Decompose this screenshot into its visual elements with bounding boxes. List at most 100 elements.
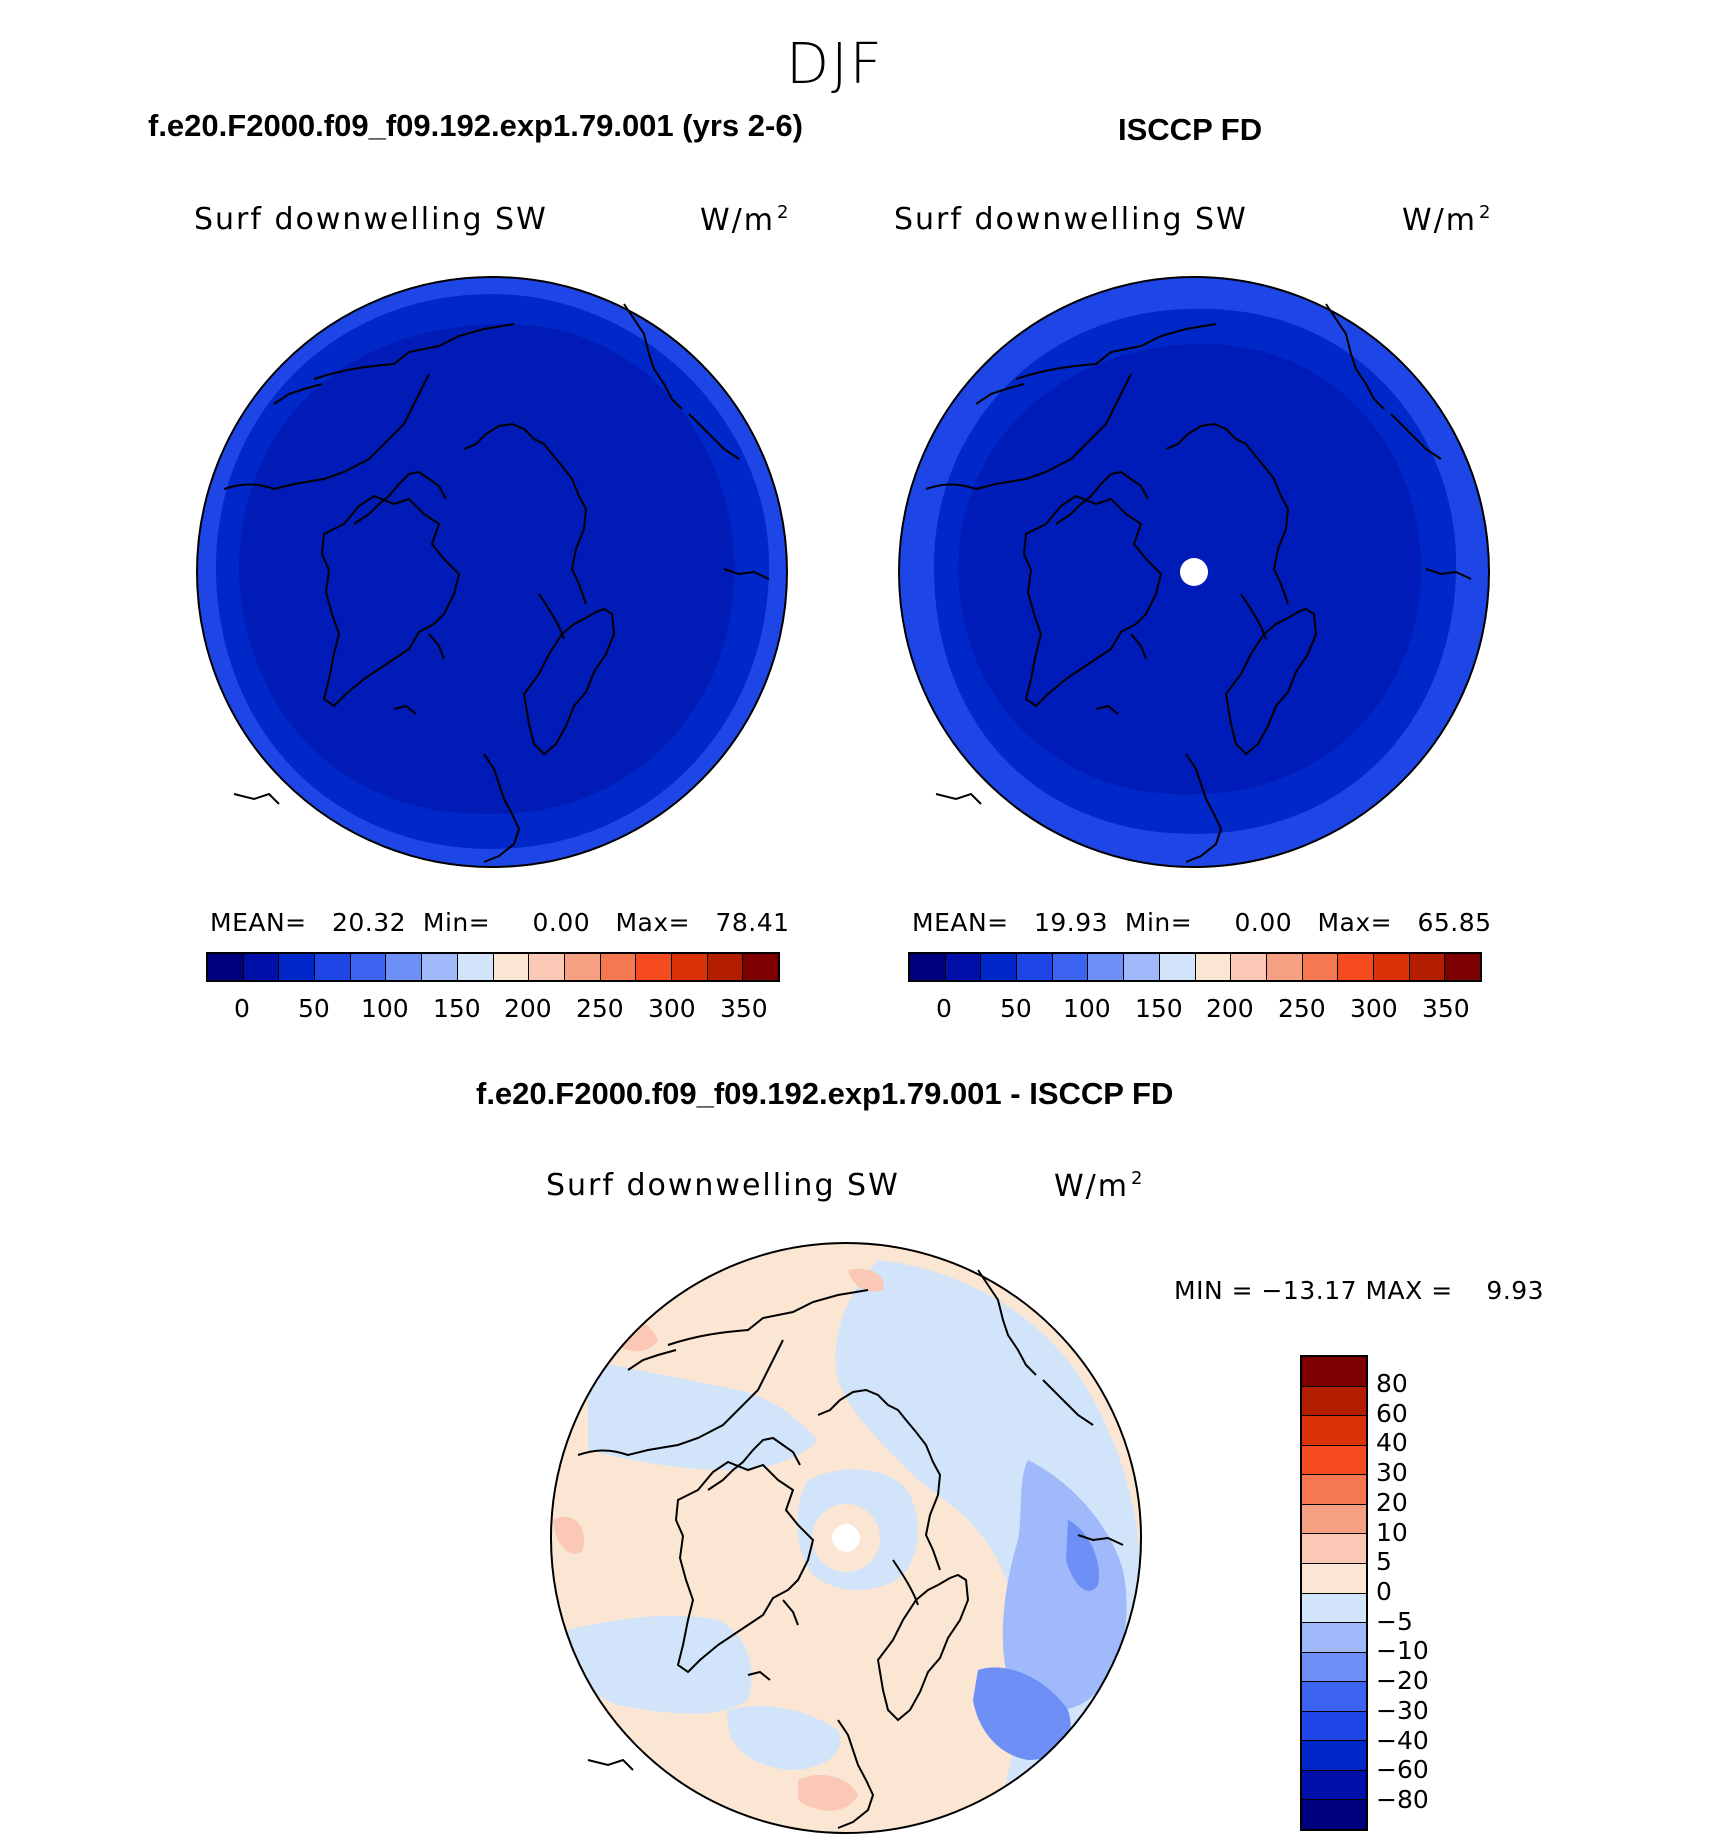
colorbar-tick: 0 <box>936 994 952 1023</box>
obs-colorbar-swatch <box>1266 954 1303 980</box>
diff-colorbar-swatch <box>1302 1445 1366 1476</box>
obs-field-label: Surf downwelling SW <box>894 202 1248 237</box>
obs-colorbar-swatch <box>1445 954 1480 980</box>
colorbar-tick: 0 <box>1376 1577 1392 1606</box>
diff-colorbar-swatch <box>1302 1386 1366 1417</box>
model-colorbar-swatch <box>493 954 530 980</box>
model-colorbar-swatch <box>707 954 744 980</box>
obs-coastlines <box>925 303 1472 863</box>
colorbar-tick: −10 <box>1376 1636 1429 1665</box>
diff-field-label: Surf downwelling SW <box>546 1168 900 1203</box>
colorbar-tick: −80 <box>1376 1785 1429 1814</box>
model-colorbar-swatch <box>208 954 244 980</box>
obs-colorbar-swatch <box>1052 954 1089 980</box>
colorbar-tick: 50 <box>1000 994 1032 1023</box>
colorbar-tick: 150 <box>1135 994 1183 1023</box>
diff-band-pos-10 <box>848 1268 884 1292</box>
obs-polar-map <box>898 276 1490 868</box>
diff-colorbar-swatch <box>1302 1416 1366 1446</box>
diff-band-neg-20 <box>1066 1520 1099 1591</box>
model-colorbar-swatch <box>279 954 316 980</box>
obs-colorbar-swatch <box>1124 954 1160 980</box>
obs-colorbar-swatch <box>1373 954 1410 980</box>
colorbar-tick: 100 <box>1063 994 1111 1023</box>
obs-colorbar-swatch <box>1338 954 1374 980</box>
diff-colorbar-swatch <box>1302 1711 1366 1742</box>
model-case-title: f.e20.F2000.f09_f09.192.exp1.79.001 (yrs… <box>148 108 803 143</box>
colorbar-tick: 300 <box>1350 994 1398 1023</box>
model-colorbar-swatch <box>386 954 423 980</box>
model-colorbar-swatch <box>743 954 778 980</box>
diff-colorbar-swatch <box>1302 1593 1366 1624</box>
obs-stats: MEAN= 19.93 Min= 0.00 Max= 65.85 <box>912 908 1492 937</box>
diff-colorbar-swatch <box>1302 1770 1366 1801</box>
obs-colorbar-swatch <box>1159 954 1196 980</box>
diff-units-label: W/m 2 <box>1054 1168 1145 1204</box>
colorbar-tick: −40 <box>1376 1726 1429 1755</box>
obs-colorbar <box>908 952 1482 982</box>
colorbar-tick: 5 <box>1376 1547 1392 1576</box>
colorbar-tick: 20 <box>1376 1488 1408 1517</box>
colorbar-tick: −20 <box>1376 1666 1429 1695</box>
colorbar-tick: 100 <box>361 994 409 1023</box>
model-colorbar <box>206 952 780 982</box>
model-colorbar-swatch <box>600 954 637 980</box>
model-units-label: W/m 2 <box>700 202 791 238</box>
diff-colorbar-swatch <box>1302 1534 1366 1564</box>
colorbar-tick: 40 <box>1376 1428 1408 1457</box>
diff-colorbar <box>1300 1355 1368 1831</box>
obs-colorbar-swatch <box>1231 954 1267 980</box>
obs-missing-pole <box>1180 558 1208 586</box>
diff-colorbar-swatch <box>1302 1357 1366 1387</box>
colorbar-tick: 350 <box>1422 994 1470 1023</box>
colorbar-tick: 250 <box>576 994 624 1023</box>
diff-colorbar-swatch <box>1302 1741 1366 1771</box>
diff-band-neg-5 <box>568 1615 752 1714</box>
diff-colorbar-swatch <box>1302 1800 1366 1829</box>
page-title: DJF <box>786 32 884 97</box>
diff-band-neg-5 <box>727 1706 841 1770</box>
colorbar-tick: 200 <box>504 994 552 1023</box>
model-colorbar-swatch <box>315 954 351 980</box>
model-colorbar-swatch <box>243 954 280 980</box>
obs-colorbar-swatch <box>1409 954 1446 980</box>
obs-colorbar-swatch <box>1195 954 1232 980</box>
colorbar-tick: −5 <box>1376 1607 1413 1636</box>
diff-band-pos-10 <box>798 1775 858 1811</box>
model-inner-band <box>239 323 735 815</box>
diff-colorbar-labels: 80 60 40 30 20 10 5 0 −5 −10 −20 −30 −40… <box>1376 1355 1456 1831</box>
obs-colorbar-swatch <box>910 954 946 980</box>
model-polar-map <box>196 276 788 868</box>
model-colorbar-swatch <box>636 954 672 980</box>
colorbar-tick: −30 <box>1376 1696 1429 1725</box>
model-coastlines <box>223 303 770 863</box>
colorbar-tick: 80 <box>1376 1369 1408 1398</box>
model-field-label: Surf downwelling SW <box>194 202 548 237</box>
diff-band-neg-10 <box>1002 1460 1127 1711</box>
colorbar-tick: 200 <box>1206 994 1254 1023</box>
model-colorbar-swatch <box>457 954 494 980</box>
diff-colorbar-swatch <box>1302 1682 1366 1712</box>
model-colorbar-swatch <box>350 954 387 980</box>
diff-polar-map <box>550 1242 1142 1834</box>
colorbar-tick: 0 <box>234 994 250 1023</box>
obs-case-title: ISCCP FD <box>1118 112 1263 147</box>
colorbar-tick: 30 <box>1376 1458 1408 1487</box>
diff-stats: MIN = −13.17 MAX = 9.93 <box>1174 1276 1545 1305</box>
obs-colorbar-swatch <box>981 954 1018 980</box>
colorbar-tick: 10 <box>1376 1518 1408 1547</box>
diff-missing-pole <box>832 1524 860 1552</box>
diff-colorbar-swatch <box>1302 1652 1366 1683</box>
diff-colorbar-swatch <box>1302 1475 1366 1505</box>
model-colorbar-swatch <box>564 954 601 980</box>
model-stats: MEAN= 20.32 Min= 0.00 Max= 78.41 <box>210 908 790 937</box>
diff-band-neg-20 <box>973 1667 1071 1760</box>
diff-colorbar-swatch <box>1302 1623 1366 1653</box>
obs-colorbar-swatch <box>1302 954 1339 980</box>
colorbar-tick: 60 <box>1376 1399 1408 1428</box>
colorbar-tick: 250 <box>1278 994 1326 1023</box>
diff-colorbar-swatch <box>1302 1563 1366 1594</box>
obs-colorbar-swatch <box>945 954 982 980</box>
diff-band-pos-10 <box>553 1516 584 1554</box>
obs-units-label: W/m 2 <box>1402 202 1493 238</box>
